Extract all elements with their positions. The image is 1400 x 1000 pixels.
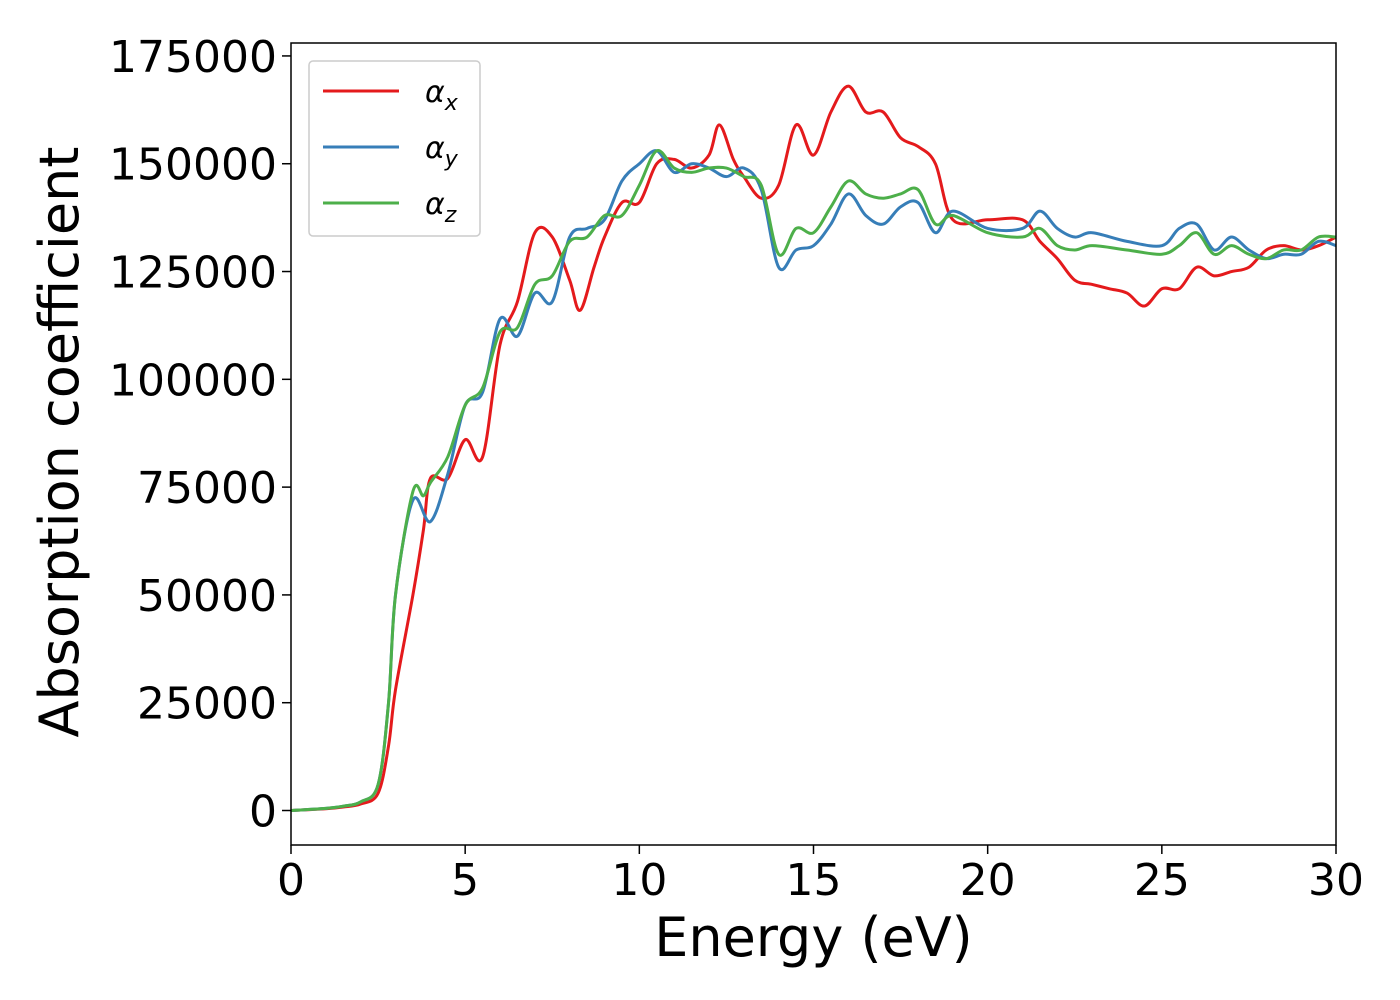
x-tick-label: 25 — [1134, 855, 1190, 906]
legend-label: αy — [425, 131, 459, 172]
series-line-y — [291, 149, 1336, 813]
y-tick-label: 100000 — [109, 355, 277, 406]
y-axis-label: Absorption coefficient — [28, 147, 91, 738]
x-axis-ticks: 0 5 10 15 20 25 30 — [277, 845, 1364, 906]
x-tick-label: 30 — [1308, 855, 1364, 906]
y-tick-label: 150000 — [109, 140, 277, 191]
legend-item-x: αx — [323, 75, 459, 116]
y-tick-label: 75000 — [137, 463, 277, 514]
y-tick-label: 25000 — [137, 679, 277, 730]
plot-layer — [291, 84, 1336, 813]
y-tick-label: 125000 — [109, 248, 277, 299]
y-tick-label: 175000 — [109, 32, 277, 83]
legend-items: αx αy αz — [323, 75, 459, 228]
x-tick-label: 10 — [611, 855, 667, 906]
legend-label: αx — [425, 75, 459, 116]
x-axis-label: Energy (eV) — [654, 906, 973, 969]
legend-item-z: αz — [323, 187, 457, 228]
x-tick-label: 0 — [277, 855, 305, 906]
x-tick-label: 5 — [451, 855, 479, 906]
y-axis-ticks: 0 25000 50000 75000 100000 125000 150000 175000 — [109, 32, 291, 838]
legend-item-y: αy — [323, 131, 459, 172]
series-line-z — [291, 149, 1336, 813]
x-tick-label: 15 — [786, 855, 842, 906]
legend-label: αz — [425, 187, 457, 228]
legend: αx αy αz — [308, 60, 481, 237]
y-tick-label: 0 — [249, 787, 277, 838]
x-tick-label: 20 — [960, 855, 1016, 906]
y-tick-label: 50000 — [137, 571, 277, 622]
